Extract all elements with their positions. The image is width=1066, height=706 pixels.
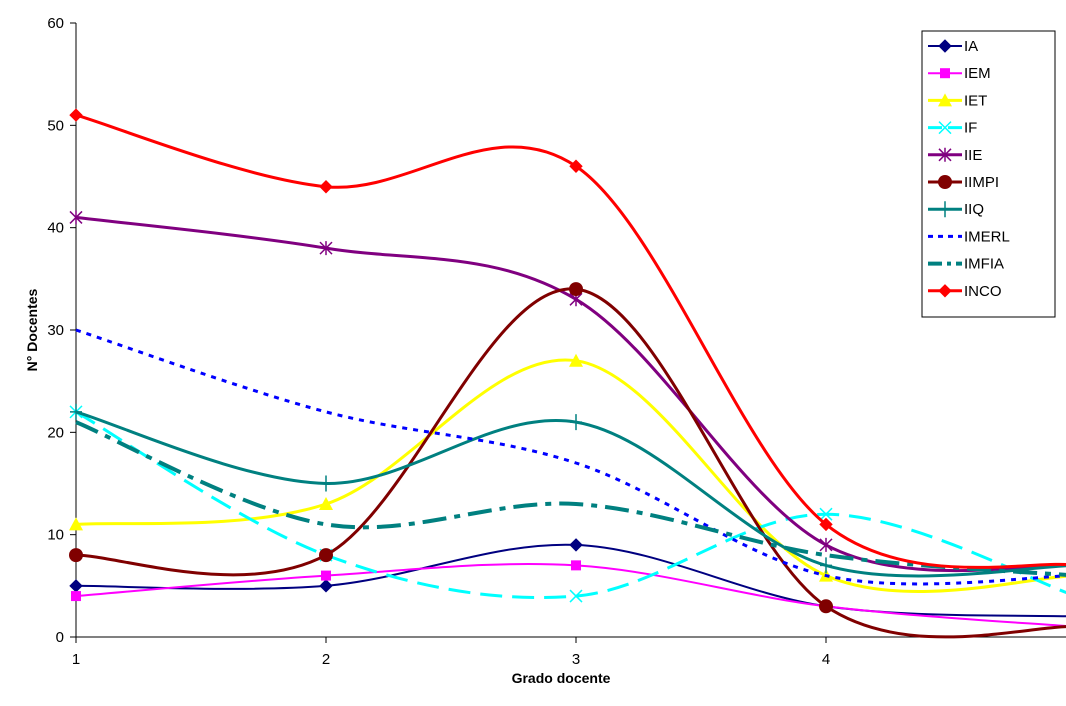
tick-labels: 0 10 20 30 40 50 60 1 2 3 4 — [47, 15, 830, 668]
legend-item-iimpi: IIMPI — [928, 174, 999, 191]
series-inco — [69, 108, 1066, 569]
legend-marker-iimpi — [938, 175, 952, 189]
series-iiq — [70, 403, 1066, 578]
data-point-if — [569, 589, 583, 603]
x-tick-label: 4 — [822, 651, 830, 668]
data-point-if — [819, 507, 833, 521]
series-line-iet — [75, 358, 1066, 593]
legend-marker-iem — [940, 68, 950, 79]
legend-label-iiq: IIQ — [964, 201, 984, 218]
data-point-iimpi — [319, 548, 333, 563]
legend-item-iem: IEM — [928, 65, 991, 82]
legend-label-imfia: IMFIA — [964, 256, 1004, 273]
data-point-iiq — [320, 475, 332, 492]
series-imerl — [75, 328, 1066, 586]
legend-label-if: IF — [964, 120, 977, 137]
legend-marker-iiq — [939, 201, 951, 218]
y-tick-label: 50 — [47, 117, 64, 134]
legend-label-inco: INCO — [964, 283, 1002, 300]
data-point-ia — [569, 538, 583, 552]
legend-marker-if — [938, 121, 952, 135]
legend-item-iet: IET — [928, 92, 987, 109]
legend-label-iimpi: IIMPI — [964, 174, 999, 191]
legend-item-if: IF — [928, 120, 977, 137]
series-layer — [69, 108, 1066, 639]
legend-item-iie: IIE — [928, 147, 982, 164]
y-tick-label: 60 — [47, 15, 64, 32]
data-point-ia — [319, 579, 333, 593]
series-iet — [69, 353, 1066, 593]
legend-item-imerl: IMERL — [928, 228, 1010, 245]
x-axis-title: Grado docente — [512, 670, 611, 686]
legend-label-iem: IEM — [964, 65, 991, 82]
data-point-iet — [319, 496, 333, 510]
y-axis-title: N° Docentes — [24, 288, 40, 371]
legend-label-imerl: IMERL — [964, 228, 1010, 245]
series-ia — [69, 538, 1066, 618]
series-line-imfia — [75, 420, 1066, 577]
legend-marker-iie — [938, 147, 952, 162]
data-point-iem — [571, 560, 581, 571]
data-point-iie — [69, 210, 83, 225]
series-line-iie — [75, 215, 1066, 573]
legend-item-ia: IA — [928, 38, 978, 55]
legend-box — [921, 30, 1056, 318]
data-point-iimpi — [819, 599, 833, 614]
data-point-iet — [69, 517, 83, 531]
data-point-iet — [569, 353, 583, 367]
legend-item-imfia: IMFIA — [928, 256, 1004, 273]
y-tick-label: 20 — [47, 424, 64, 441]
x-tick-label: 2 — [322, 651, 330, 668]
data-point-iimpi — [569, 282, 583, 297]
legend-marker-inco — [938, 284, 952, 298]
x-tick-label: 1 — [72, 651, 80, 668]
series-line-ia — [75, 543, 1066, 618]
series-iimpi — [69, 282, 1066, 639]
series-line-imerl — [75, 328, 1066, 586]
data-point-inco — [319, 180, 333, 194]
legend-label-ia: IA — [964, 38, 978, 55]
data-point-iiq — [570, 414, 582, 431]
data-point-iiq — [70, 403, 82, 420]
axes — [70, 22, 1066, 643]
legend-marker-ia — [938, 39, 952, 53]
legend: IA IEM IET IF IIE IIMPI IIQ IMERL IMFIA INCO — [921, 30, 1056, 318]
data-point-iie — [319, 241, 333, 256]
legend-item-inco: INCO — [928, 283, 1002, 300]
legend-item-iiq: IIQ — [928, 201, 984, 218]
y-tick-label: 40 — [47, 220, 64, 237]
y-tick-label: 30 — [47, 322, 64, 339]
data-point-iem — [71, 591, 81, 602]
y-tick-label: 0 — [56, 629, 64, 646]
series-line-iiq — [75, 410, 1066, 578]
series-iie — [69, 210, 1066, 573]
data-point-iem — [321, 570, 331, 581]
x-tick-label: 3 — [572, 651, 580, 668]
data-point-inco — [819, 517, 833, 532]
series-imfia — [75, 420, 1066, 577]
y-tick-label: 10 — [47, 527, 64, 544]
data-point-iimpi — [69, 548, 83, 563]
legend-label-iet: IET — [964, 92, 987, 109]
data-point-inco — [569, 159, 583, 173]
legend-label-iie: IIE — [964, 147, 982, 164]
data-point-iiq — [820, 557, 832, 574]
data-point-ia — [69, 579, 83, 593]
data-point-inco — [69, 108, 83, 122]
data-point-iie — [819, 537, 833, 552]
series-line-inco — [75, 113, 1066, 569]
legend-marker-iet — [938, 93, 952, 107]
